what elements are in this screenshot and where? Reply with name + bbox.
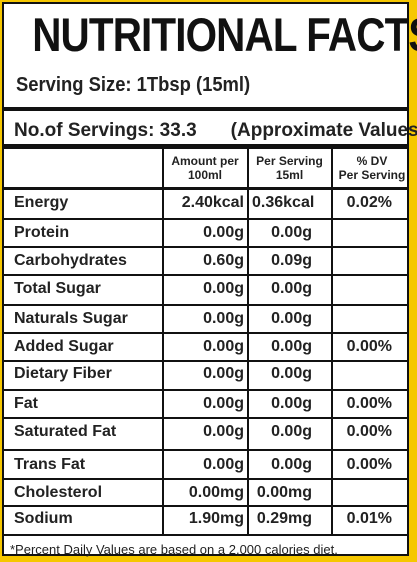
- amount-per-100ml: 0.00mg: [188, 484, 244, 501]
- amount-per-serving: 0.09g: [271, 252, 312, 269]
- amount-per-serving: 0.36kcal: [252, 194, 315, 211]
- header-divider: [4, 187, 407, 190]
- amount-per-100ml: 0.00g: [203, 423, 244, 440]
- nutrient-name: Total Sugar: [14, 280, 101, 297]
- row-divider: [4, 274, 407, 276]
- column-header-dv: % DV Per Serving: [338, 154, 406, 182]
- nutrient-name: Naturals Sugar: [14, 310, 128, 327]
- amount-per-serving: 0.00g: [271, 280, 312, 297]
- servings-row: No.of Servings: 33.3 (Approximate Values): [14, 120, 417, 142]
- amount-per-100ml: 2.40kcal: [181, 194, 244, 211]
- percent-dv: 0.00%: [346, 456, 392, 473]
- nutrient-name: Protein: [14, 224, 70, 241]
- percent-dv: 0.00%: [346, 338, 392, 355]
- row-divider: [4, 332, 407, 334]
- row-divider: [4, 246, 407, 248]
- row-divider: [4, 218, 407, 220]
- percent-dv: 0.00%: [346, 395, 392, 412]
- amount-per-100ml: 0.00g: [203, 310, 244, 327]
- footer-divider: [4, 534, 407, 536]
- thick-divider: [4, 107, 407, 111]
- amount-per-serving: 0.00g: [271, 423, 312, 440]
- column-divider: [331, 149, 333, 534]
- amount-per-100ml: 0.60g: [203, 252, 244, 269]
- footnote: *Percent Daily Values are based on a 2,0…: [10, 542, 338, 557]
- percent-dv: 0.02%: [346, 194, 392, 211]
- servings-count: No.of Servings: 33.3: [14, 120, 197, 141]
- nutrient-name: Sodium: [14, 510, 73, 527]
- label-title: NUTRITIONAL FACTS: [32, 8, 417, 61]
- nutrient-name: Added Sugar: [14, 338, 114, 355]
- row-divider: [4, 389, 407, 391]
- nutrient-name: Cholesterol: [14, 484, 103, 501]
- row-divider: [4, 360, 407, 362]
- row-divider: [4, 478, 407, 480]
- amount-per-serving: 0.29mg: [256, 510, 312, 527]
- amount-per-100ml: 0.00g: [203, 365, 244, 382]
- nutrient-name: Saturated Fat: [14, 423, 117, 440]
- row-divider: [4, 449, 407, 451]
- row-divider: [4, 417, 407, 419]
- column-divider: [247, 149, 249, 534]
- percent-dv: 0.01%: [346, 510, 392, 527]
- amount-per-100ml: 0.00g: [203, 395, 244, 412]
- nutrient-name: Fat: [14, 395, 38, 412]
- column-divider: [162, 149, 164, 534]
- approximate-note: (Approximate Values): [230, 120, 417, 141]
- column-header-per-serving: Per Serving 15ml: [256, 154, 323, 182]
- amount-per-serving: 0.00g: [271, 395, 312, 412]
- amount-per-serving: 0.00g: [271, 224, 312, 241]
- nutrient-name: Carbohydrates: [14, 252, 127, 269]
- amount-per-serving: 0.00mg: [256, 484, 312, 501]
- amount-per-serving: 0.00g: [271, 456, 312, 473]
- row-divider: [4, 505, 407, 507]
- amount-per-100ml: 0.00g: [203, 456, 244, 473]
- nutrient-name: Energy: [14, 194, 69, 211]
- amount-per-serving: 0.00g: [271, 365, 312, 382]
- thick-divider: [4, 144, 407, 149]
- percent-dv: 0.00%: [346, 423, 392, 440]
- row-divider: [4, 304, 407, 306]
- nutrient-name: Dietary Fiber: [14, 365, 112, 382]
- amount-per-serving: 0.00g: [271, 310, 312, 327]
- serving-size: Serving Size: 1Tbsp (15ml): [16, 74, 251, 96]
- amount-per-serving: 0.00g: [271, 338, 312, 355]
- amount-per-100ml: 0.00g: [203, 280, 244, 297]
- column-header-per-100ml: Amount per 100ml: [171, 154, 239, 182]
- nutrient-name: Trans Fat: [14, 456, 86, 473]
- amount-per-100ml: 0.00g: [203, 224, 244, 241]
- amount-per-100ml: 1.90mg: [188, 510, 244, 527]
- amount-per-100ml: 0.00g: [203, 338, 244, 355]
